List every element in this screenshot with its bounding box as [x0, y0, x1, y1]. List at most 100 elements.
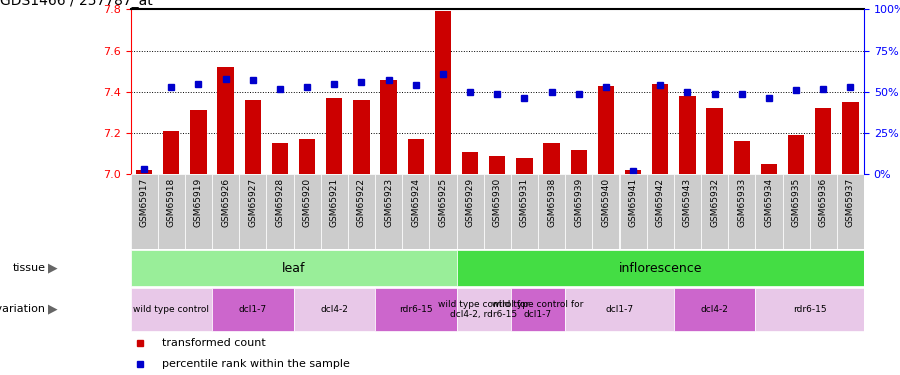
Text: rdr6-15: rdr6-15 [399, 305, 433, 314]
Text: dcl1-7: dcl1-7 [238, 305, 266, 314]
Bar [266, 174, 293, 249]
Text: dcl4-2: dcl4-2 [700, 305, 728, 314]
Bar [755, 174, 782, 249]
Text: GSM65932: GSM65932 [710, 178, 719, 227]
Text: GSM65919: GSM65919 [194, 178, 202, 227]
Bar [511, 174, 538, 249]
Bar [218, 67, 234, 174]
Text: GSM65924: GSM65924 [411, 178, 420, 227]
Bar [456, 288, 511, 331]
Bar [435, 11, 451, 174]
Bar [565, 174, 592, 249]
Text: ▶: ▶ [49, 262, 58, 274]
Bar [429, 174, 456, 249]
Bar [136, 170, 152, 174]
Text: GSM65931: GSM65931 [520, 178, 529, 227]
Bar [456, 250, 864, 286]
Bar [489, 156, 506, 174]
Bar [212, 288, 293, 331]
Text: GSM65941: GSM65941 [628, 178, 637, 227]
Bar [293, 288, 375, 331]
Text: GSM65943: GSM65943 [683, 178, 692, 227]
Text: GSM65942: GSM65942 [656, 178, 665, 227]
Bar [462, 152, 478, 174]
Text: wild type control for
dcl4-2, rdr6-15: wild type control for dcl4-2, rdr6-15 [438, 300, 529, 319]
Text: genotype/variation: genotype/variation [0, 304, 46, 314]
Bar [184, 174, 212, 249]
Bar [272, 143, 288, 174]
Text: GSM65935: GSM65935 [792, 178, 801, 227]
Text: GSM65930: GSM65930 [493, 178, 502, 227]
Bar [326, 98, 342, 174]
Bar [354, 100, 370, 174]
Text: GSM65918: GSM65918 [166, 178, 176, 227]
Bar [511, 288, 565, 331]
Text: ▶: ▶ [49, 303, 58, 316]
Text: GSM65939: GSM65939 [574, 178, 583, 227]
Bar [320, 174, 347, 249]
Bar [375, 288, 456, 331]
Bar [706, 108, 723, 174]
Bar [815, 108, 832, 174]
Text: inflorescence: inflorescence [618, 262, 702, 274]
Bar [456, 174, 483, 249]
Bar [701, 174, 728, 249]
Bar [734, 141, 750, 174]
Bar [381, 80, 397, 174]
Bar [652, 84, 669, 174]
Bar [483, 174, 511, 249]
Bar [190, 110, 207, 174]
Bar [408, 139, 424, 174]
Bar [788, 135, 805, 174]
Text: dcl4-2: dcl4-2 [320, 305, 348, 314]
Bar [625, 170, 641, 174]
Text: percentile rank within the sample: percentile rank within the sample [162, 359, 350, 369]
Bar [598, 86, 614, 174]
Text: GSM65933: GSM65933 [737, 178, 746, 227]
Bar [212, 174, 239, 249]
Text: wild type control: wild type control [133, 305, 209, 314]
Bar [728, 174, 755, 249]
Bar [347, 174, 375, 249]
Bar [842, 102, 859, 174]
Bar [130, 288, 212, 331]
Text: leaf: leaf [282, 262, 305, 274]
Text: GSM65937: GSM65937 [846, 178, 855, 227]
Text: GSM65936: GSM65936 [819, 178, 828, 227]
Text: tissue: tissue [13, 263, 46, 273]
Bar [130, 250, 456, 286]
Bar [760, 164, 777, 174]
Bar [674, 288, 755, 331]
Bar [592, 174, 619, 249]
Bar [163, 131, 179, 174]
Text: GSM65926: GSM65926 [221, 178, 230, 227]
Text: GSM65934: GSM65934 [764, 178, 773, 227]
Text: GSM65938: GSM65938 [547, 178, 556, 227]
Bar [571, 150, 587, 174]
Text: rdr6-15: rdr6-15 [793, 305, 826, 314]
Bar [755, 288, 864, 331]
Text: GSM65940: GSM65940 [601, 178, 610, 227]
Bar [130, 174, 158, 249]
Bar [619, 174, 647, 249]
Bar [293, 174, 320, 249]
Text: GSM65925: GSM65925 [438, 178, 447, 227]
Bar [239, 174, 266, 249]
Text: transformed count: transformed count [162, 338, 266, 348]
Bar [538, 174, 565, 249]
Bar [674, 174, 701, 249]
Bar [375, 174, 402, 249]
Text: dcl1-7: dcl1-7 [606, 305, 634, 314]
Text: wild type control for
dcl1-7: wild type control for dcl1-7 [492, 300, 584, 319]
Bar [544, 143, 560, 174]
Bar [680, 96, 696, 174]
Text: GSM65922: GSM65922 [357, 178, 366, 227]
Bar [782, 174, 810, 249]
Text: GSM65929: GSM65929 [465, 178, 474, 227]
Text: GSM65921: GSM65921 [329, 178, 338, 227]
Text: GSM65928: GSM65928 [275, 178, 284, 227]
Bar [517, 158, 533, 174]
Bar [245, 100, 261, 174]
Bar [810, 174, 837, 249]
Text: GSM65920: GSM65920 [302, 178, 311, 227]
